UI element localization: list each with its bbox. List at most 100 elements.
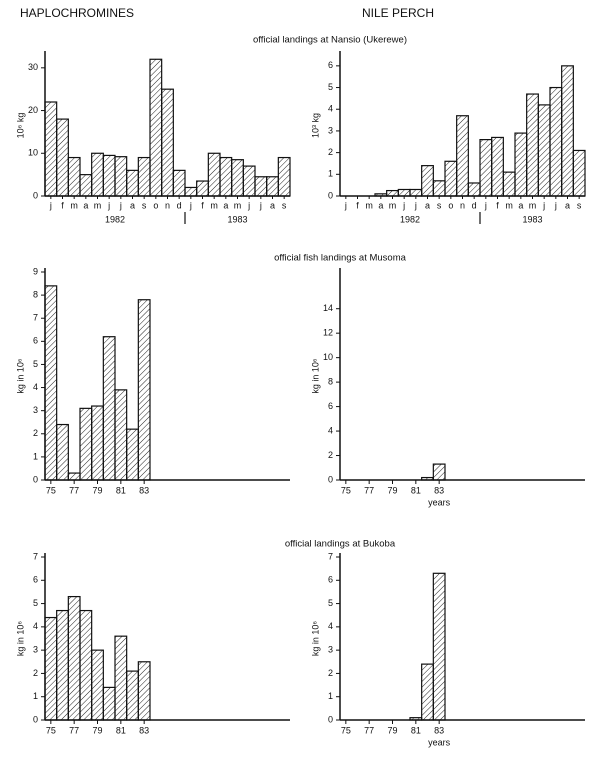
bar (409, 717, 423, 721)
bar (126, 670, 139, 721)
x-tick-label: 77 (364, 725, 374, 735)
y-tick-label: 4 (33, 621, 38, 631)
column-header: NILE PERCH (362, 6, 434, 20)
x-tick-label: 83 (139, 725, 149, 735)
x-tick-label: 83 (434, 725, 444, 735)
bar (421, 476, 434, 481)
y-tick-label: 3 (33, 645, 38, 655)
y-tick-label: 4 (328, 425, 333, 435)
x-axis-label: years (428, 497, 451, 507)
bar (277, 156, 291, 197)
section-title: official landings at Bukoba (285, 539, 396, 550)
bar (432, 572, 446, 721)
y-axis-label: kg in 10⁶ (310, 621, 320, 657)
y-tick-label: 12 (323, 328, 333, 338)
x-tick-label: 77 (364, 485, 374, 495)
bar (56, 609, 69, 721)
x-tick-label: 81 (411, 485, 421, 495)
x-tick-label: j (554, 200, 557, 210)
bar (102, 686, 116, 721)
y-axis-label: kg in 10⁶ (15, 621, 25, 657)
column-header: HAPLOCHROMINES (20, 6, 134, 20)
bar (572, 149, 586, 197)
x-tick-label: 81 (116, 485, 126, 495)
y-tick-label: 3 (328, 645, 333, 655)
x-tick-label: a (565, 200, 570, 210)
x-tick-label: 75 (341, 485, 351, 495)
x-tick-label: m (389, 200, 397, 210)
x-tick-label: j (119, 200, 122, 210)
x-tick-label: a (223, 200, 228, 210)
bar (126, 169, 139, 197)
x-axis-label: years (428, 737, 451, 747)
y-tick-label: 3 (328, 125, 333, 135)
y-tick-label: 1 (328, 169, 333, 179)
bar (467, 182, 481, 197)
x-tick-label: m (505, 200, 513, 210)
y-tick-label: 5 (328, 598, 333, 608)
y-tick-label: 10 (323, 352, 333, 362)
bar (102, 336, 116, 481)
x-tick-label: j (247, 200, 250, 210)
bar (149, 58, 163, 197)
bar (549, 86, 563, 197)
y-tick-label: 7 (33, 551, 38, 561)
bar (56, 118, 69, 197)
bar (91, 152, 104, 197)
x-tick-label: m (94, 200, 102, 210)
bar (432, 463, 446, 481)
y-tick-label: 8 (33, 289, 38, 299)
bar (44, 101, 58, 197)
y-tick-label: 4 (33, 382, 38, 392)
x-tick-label: 81 (411, 725, 421, 735)
bar (137, 156, 151, 197)
x-tick-label: 75 (341, 725, 351, 735)
bar (421, 165, 434, 197)
x-tick-label: f (496, 200, 499, 210)
bar (67, 156, 81, 197)
x-tick-label: 83 (434, 485, 444, 495)
x-tick-label: o (153, 200, 158, 210)
y-tick-label: 8 (328, 376, 333, 386)
bar (102, 154, 116, 197)
year-label: 1983 (227, 214, 247, 224)
x-tick-label: j (542, 200, 545, 210)
y-tick-label: 30 (28, 62, 38, 72)
bar (91, 405, 104, 481)
y-tick-label: 5 (33, 598, 38, 608)
bar (537, 104, 551, 197)
year-label: 1983 (522, 214, 542, 224)
bar (114, 389, 128, 481)
x-tick-label: m (365, 200, 373, 210)
bar (91, 649, 104, 721)
x-tick-label: j (402, 200, 405, 210)
x-tick-label: a (130, 200, 135, 210)
bar (526, 93, 539, 197)
x-tick-label: a (378, 200, 383, 210)
y-tick-label: 6 (33, 575, 38, 585)
bar (242, 165, 256, 197)
bar (79, 609, 93, 721)
bar (114, 156, 128, 197)
bar (479, 139, 493, 197)
bar (514, 132, 528, 197)
x-tick-label: 79 (92, 725, 102, 735)
y-tick-label: 0 (328, 474, 333, 484)
section-title: official landings at Nansio (Ukerewe) (253, 35, 407, 46)
y-tick-label: 14 (323, 303, 333, 313)
x-tick-label: 79 (387, 485, 397, 495)
bar (137, 661, 151, 721)
y-tick-label: 3 (33, 405, 38, 415)
bar (409, 188, 423, 197)
y-tick-label: 5 (328, 82, 333, 92)
y-tick-label: 1 (33, 691, 38, 701)
y-tick-label: 9 (33, 266, 38, 276)
bar (196, 180, 209, 197)
y-tick-label: 1 (328, 691, 333, 701)
x-tick-label: s (437, 200, 442, 210)
bar (397, 188, 411, 197)
x-tick-label: 83 (139, 485, 149, 495)
y-tick-label: 20 (28, 105, 38, 115)
bar (561, 65, 574, 197)
